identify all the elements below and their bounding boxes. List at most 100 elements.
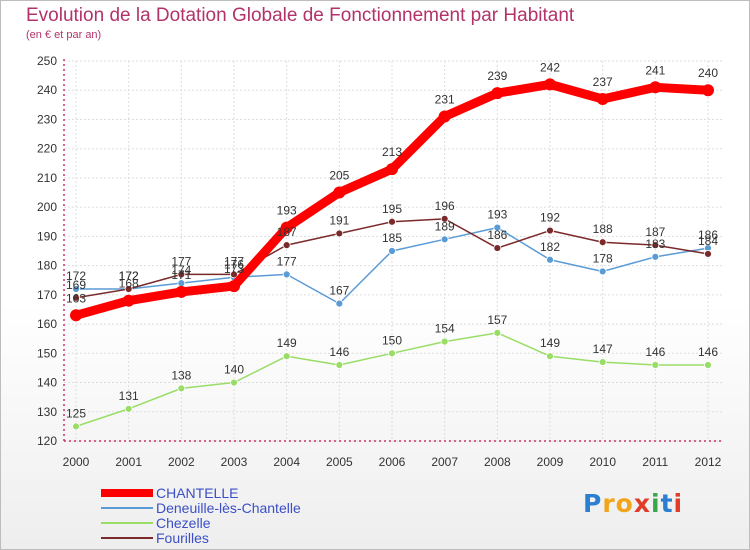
legend-swatch xyxy=(101,507,153,509)
data-label: 146 xyxy=(698,345,718,359)
x-tick-label: 2004 xyxy=(273,455,300,469)
x-tick-label: 2001 xyxy=(115,455,142,469)
data-point xyxy=(282,241,291,250)
data-label: 174 xyxy=(171,263,191,277)
legend-swatch xyxy=(101,489,153,497)
y-tick-label: 230 xyxy=(37,112,57,126)
y-tick-label: 170 xyxy=(37,288,57,302)
x-tick-label: 2012 xyxy=(695,455,722,469)
legend-swatch xyxy=(101,522,153,524)
data-label: 172 xyxy=(119,269,139,283)
y-tick-label: 150 xyxy=(37,346,57,360)
data-label: 182 xyxy=(540,240,560,254)
data-label: 231 xyxy=(435,93,455,107)
y-tick-label: 220 xyxy=(37,142,57,156)
logo-letter: P xyxy=(583,489,603,518)
data-point xyxy=(282,352,291,361)
data-point xyxy=(649,81,662,94)
data-label: 189 xyxy=(435,219,455,233)
data-label: 177 xyxy=(171,254,191,268)
data-point xyxy=(122,294,135,307)
data-label: 186 xyxy=(487,228,507,242)
data-point xyxy=(177,384,186,393)
data-label: 193 xyxy=(277,204,297,218)
data-point xyxy=(175,285,188,298)
y-tick-label: 200 xyxy=(37,200,57,214)
legend-label: Deneuille-lès-Chantelle xyxy=(156,500,301,516)
data-label: 169 xyxy=(66,278,86,292)
logo-letter: i xyxy=(673,489,684,518)
data-label: 183 xyxy=(645,237,665,251)
data-label: 168 xyxy=(119,277,139,291)
data-point xyxy=(596,93,609,105)
data-point xyxy=(598,267,607,276)
data-point xyxy=(704,361,712,369)
x-tick-label: 2011 xyxy=(642,455,668,469)
data-label: 147 xyxy=(593,342,613,356)
legend-swatch xyxy=(101,537,153,539)
data-label: 149 xyxy=(540,336,560,350)
data-point xyxy=(598,238,607,247)
data-label: 157 xyxy=(487,313,507,327)
data-point xyxy=(546,226,554,235)
data-label: 184 xyxy=(698,234,718,248)
data-point xyxy=(230,270,238,279)
data-label: 187 xyxy=(645,225,665,239)
data-label: 172 xyxy=(119,269,139,283)
data-label: 241 xyxy=(645,63,665,77)
data-point xyxy=(72,422,80,431)
data-point xyxy=(124,285,133,293)
data-point xyxy=(440,337,449,346)
x-tick-label: 2005 xyxy=(326,455,353,469)
data-label: 172 xyxy=(66,269,86,283)
data-label: 213 xyxy=(382,145,402,159)
legend-label: Chezelle xyxy=(156,515,211,531)
data-label: 173 xyxy=(224,262,244,276)
data-label: 187 xyxy=(277,225,297,239)
data-label: 240 xyxy=(698,66,718,80)
y-tick-label: 160 xyxy=(37,317,57,331)
data-label: 146 xyxy=(329,345,349,359)
data-point xyxy=(544,78,556,91)
data-point xyxy=(546,255,554,264)
data-label: 205 xyxy=(329,169,349,183)
data-label: 191 xyxy=(329,213,349,227)
logo-letter: o xyxy=(615,489,634,518)
x-tick-label: 2007 xyxy=(431,455,458,469)
data-point xyxy=(704,250,712,258)
data-label: 176 xyxy=(224,257,244,271)
data-label: 140 xyxy=(224,363,244,377)
data-point xyxy=(124,404,133,413)
data-point xyxy=(388,217,396,226)
x-tick-label: 2006 xyxy=(379,455,406,469)
data-point xyxy=(70,309,82,322)
data-point xyxy=(651,252,660,261)
chart-subtitle: (en € et par an) xyxy=(26,29,102,41)
data-label: 138 xyxy=(171,368,191,382)
data-point xyxy=(702,84,714,97)
data-label: 178 xyxy=(593,251,613,265)
data-label: 195 xyxy=(382,202,402,216)
data-label: 186 xyxy=(698,228,718,242)
data-label: 177 xyxy=(277,254,297,268)
legend-label: CHANTELLE xyxy=(156,485,239,501)
logo-letter: i xyxy=(651,489,661,518)
data-point xyxy=(440,214,449,223)
data-label: 150 xyxy=(382,333,402,347)
data-point xyxy=(333,186,346,199)
data-point xyxy=(282,270,291,279)
logo-letter: r xyxy=(602,489,616,518)
y-tick-label: 250 xyxy=(37,54,57,68)
x-tick-label: 2000 xyxy=(63,455,90,469)
data-label: 177 xyxy=(224,254,244,268)
y-tick-label: 120 xyxy=(37,434,57,448)
data-point xyxy=(546,352,554,361)
x-tick-label: 2003 xyxy=(221,455,248,469)
y-tick-label: 190 xyxy=(37,229,57,243)
data-point xyxy=(491,87,504,100)
data-point xyxy=(651,361,660,369)
data-point xyxy=(440,235,449,244)
data-point xyxy=(598,358,607,366)
